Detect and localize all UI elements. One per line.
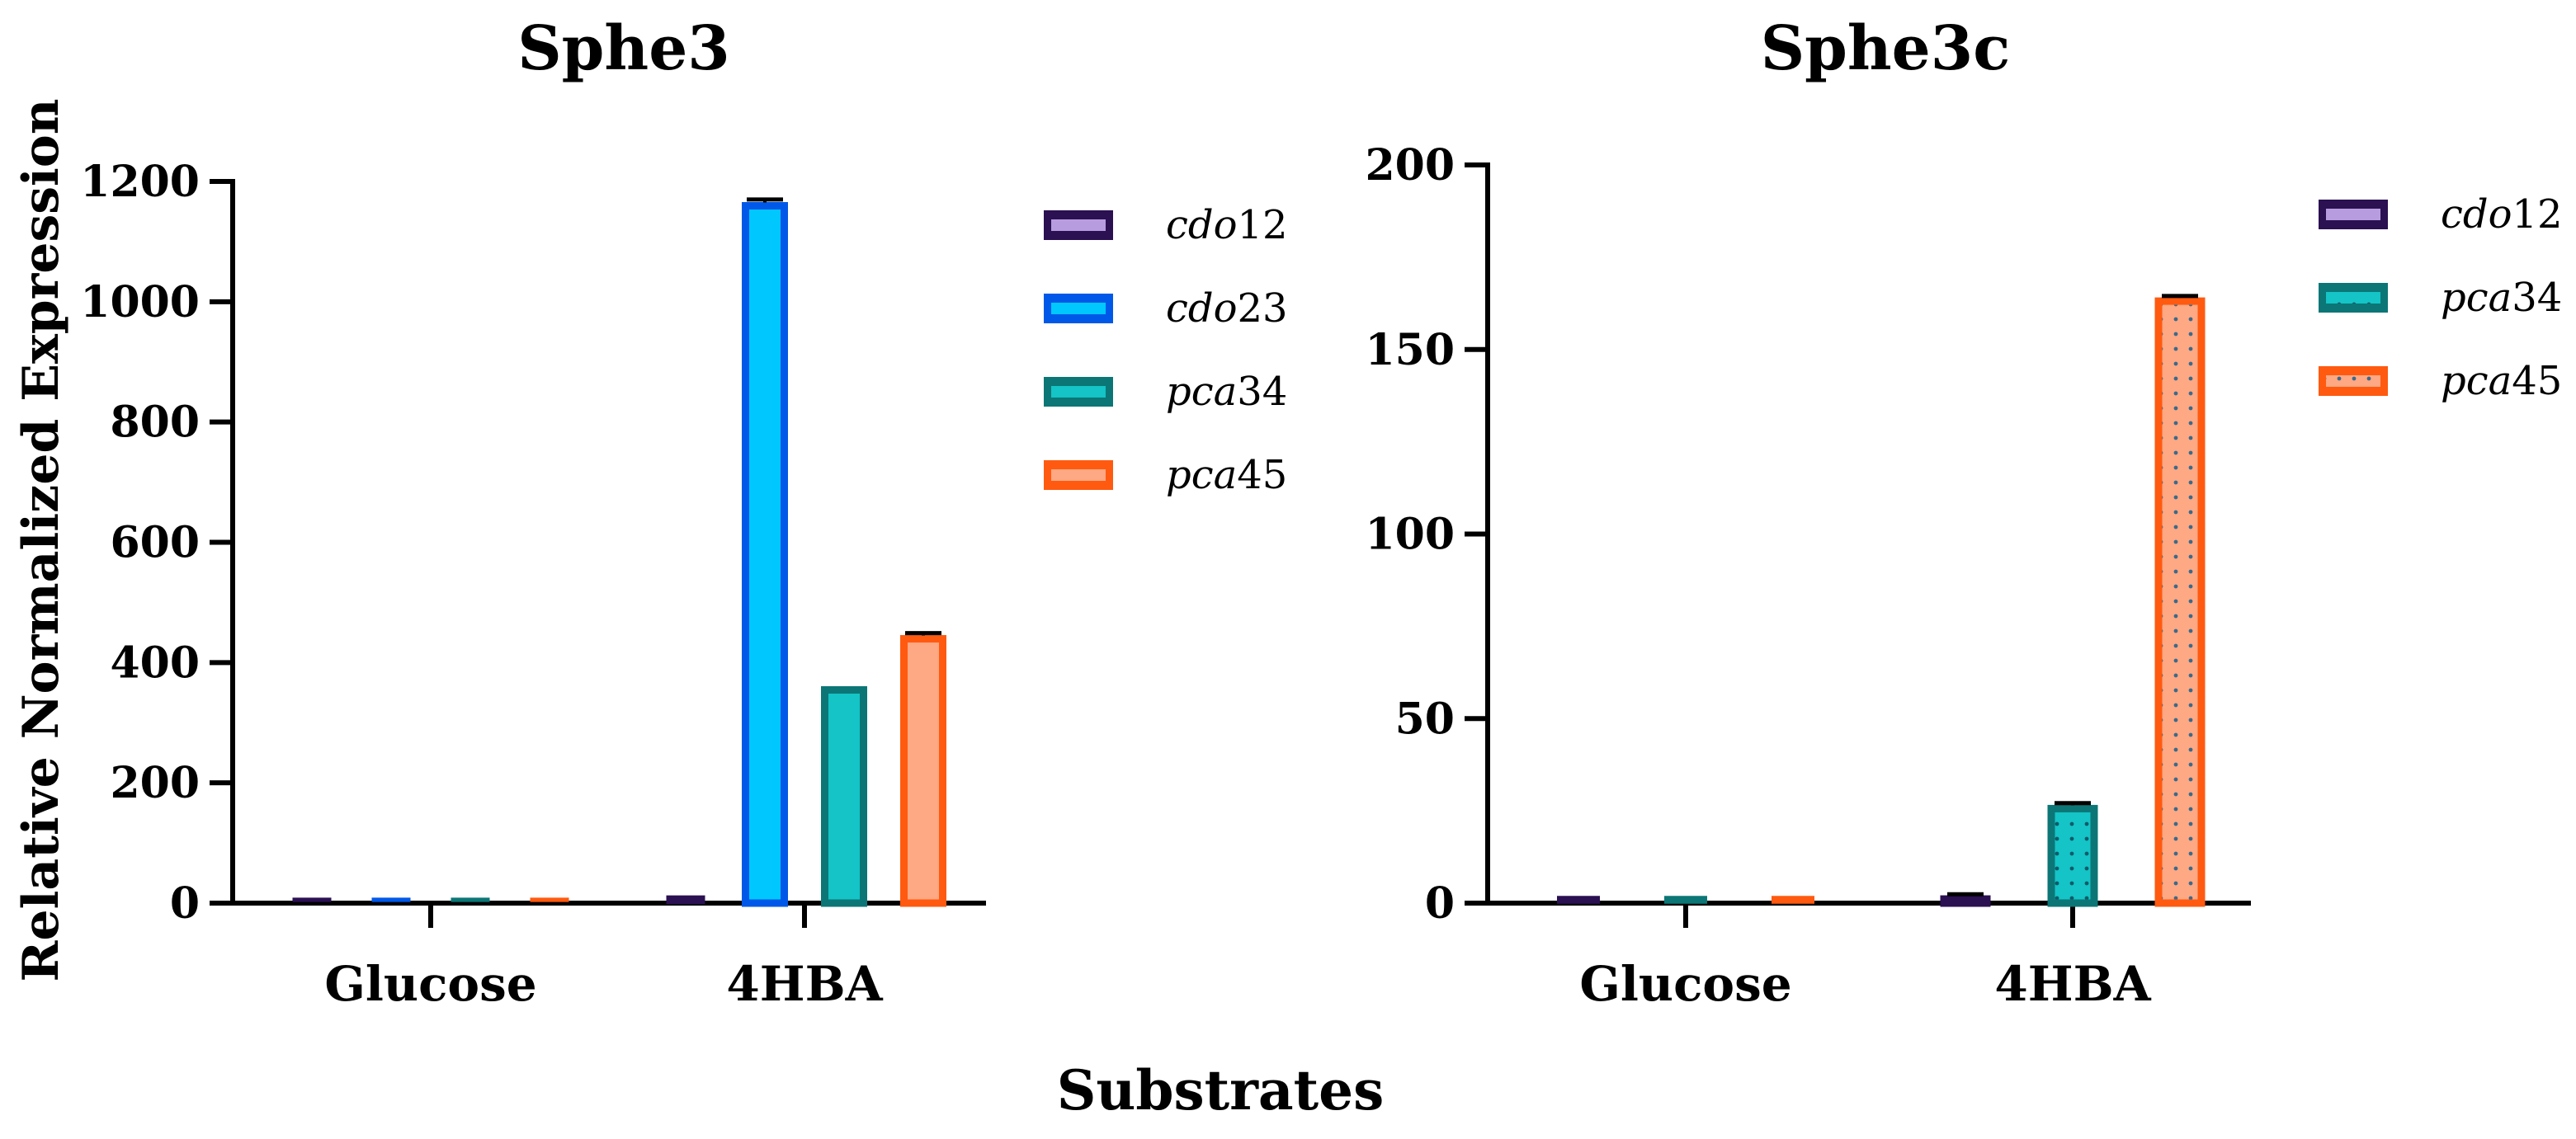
legend-swatch-fill-pca45	[2326, 375, 2380, 387]
chart-sphe3c: Sphe3c 0 50 100 150 200 Glucose 4HBA cdo12 pca34…	[1365, 13, 2562, 1012]
legend-label-pca34: pca34	[1166, 369, 1287, 415]
legend-label-pca45: pca45	[1166, 452, 1287, 498]
legend-swatch-fill-cdo23	[1051, 303, 1106, 314]
x-tick-label-4hba: 4HBA	[726, 956, 883, 1012]
x-axis-title: Substrates	[1057, 1058, 1385, 1123]
bar-pca45-4hba	[2154, 297, 2206, 907]
bar-cdo12-4hba	[1940, 895, 1991, 907]
y-tick-label: 200	[110, 758, 200, 808]
y-axis-title: Relative Normalized Expression	[12, 99, 70, 982]
bar-cdo23-4hba	[742, 202, 788, 907]
x-tick-label-4hba: 4HBA	[1994, 956, 2151, 1012]
legend-label-cdo12: cdo12	[1166, 202, 1288, 248]
chart-title: Sphe3	[517, 13, 730, 84]
bar-pca34-4hba	[821, 686, 867, 907]
y-tick-label: 50	[1395, 694, 1455, 744]
y-tick-label: 400	[110, 638, 200, 688]
legend-label-cdo23: cdo23	[1166, 285, 1288, 332]
bar-pca34-4hba	[2047, 804, 2098, 907]
legend-label-cdo12: cdo12	[2441, 191, 2563, 238]
bar-pca45-4hba	[900, 635, 946, 907]
legend-label-pca45: pca45	[2441, 358, 2562, 404]
chart-title: Sphe3c	[1761, 13, 2011, 84]
y-tick-label: 100	[1365, 510, 1455, 560]
y-tick-label: 0	[1425, 878, 1455, 929]
chart-sphe3: Sphe3 0 200 400 600 800 1000 1200 Glucose 4HBA cd…	[80, 13, 1287, 1012]
y-tick-label: 1000	[80, 277, 200, 327]
y-tick-label: 600	[110, 518, 200, 568]
legend-swatch-fill-cdo12	[1051, 219, 1106, 231]
legend-swatch-fill-pca45	[1051, 469, 1106, 481]
y-tick-label: 0	[170, 878, 200, 929]
x-tick-label-glucose: Glucose	[1579, 956, 1791, 1012]
legend-label-pca34: pca34	[2441, 275, 2562, 321]
legend-swatch-fill-pca34	[2326, 292, 2380, 304]
y-tick-label: 150	[1365, 325, 1455, 375]
legend-swatch-fill-pca34	[1051, 386, 1106, 398]
x-tick-label-glucose: Glucose	[324, 956, 536, 1012]
y-tick-label: 1200	[80, 157, 200, 207]
y-tick-label: 800	[110, 398, 200, 448]
legend-swatch-fill-cdo12	[2326, 209, 2380, 220]
y-tick-label: 200	[1365, 140, 1455, 191]
